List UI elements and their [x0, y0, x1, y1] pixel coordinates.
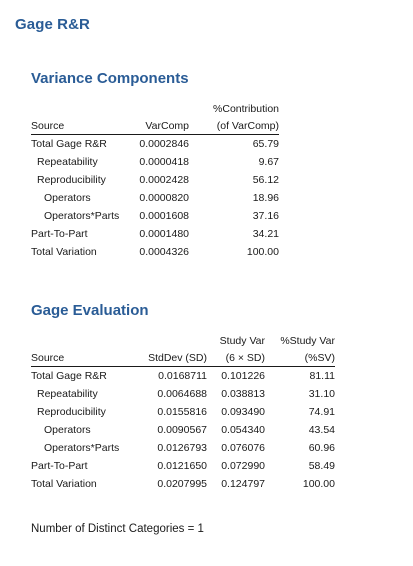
row-study-var: 0.054340: [221, 424, 265, 436]
row-source: Total Gage R&R: [31, 370, 107, 382]
table-row: Part-To-Part 0.0001480 34.21: [31, 225, 279, 243]
table-row: Operators*Parts 0.0001608 37.16: [31, 207, 279, 225]
row-stddev: 0.0155816: [157, 406, 207, 418]
header-pct-study-var-top: %Study Var: [280, 335, 335, 347]
row-source: Reproducibility: [37, 174, 106, 186]
table-row: Total Gage R&R 0.0168711 0.101226 81.11: [31, 367, 335, 386]
row-pct-study-var: 43.54: [308, 424, 335, 436]
row-pct-study-var: 58.49: [308, 460, 335, 472]
header-study-var-top: Study Var: [219, 335, 265, 347]
row-contribution: 56.12: [252, 174, 279, 186]
row-source: Total Gage R&R: [31, 138, 107, 150]
row-contribution: 65.79: [252, 138, 279, 150]
distinct-categories-note: Number of Distinct Categories = 1: [31, 523, 204, 535]
variance-components-table: %Contribution Source VarComp (of VarComp…: [31, 100, 279, 261]
row-source: Reproducibility: [37, 406, 106, 418]
row-varcomp: 0.0000820: [139, 192, 189, 204]
row-stddev: 0.0168711: [158, 370, 207, 382]
row-varcomp: 0.0001608: [139, 210, 189, 222]
row-pct-study-var: 81.11: [309, 370, 336, 382]
row-pct-study-var: 60.96: [308, 442, 335, 454]
row-varcomp: 0.0001480: [139, 228, 189, 240]
row-study-var: 0.093490: [221, 406, 265, 418]
row-pct-study-var: 100.00: [302, 478, 335, 490]
row-source: Operators*Parts: [44, 210, 120, 222]
row-pct-study-var: 31.10: [308, 388, 335, 400]
header-stddev: StdDev (SD): [131, 350, 207, 367]
row-stddev: 0.0121650: [157, 460, 207, 472]
row-study-var: 0.072990: [221, 460, 265, 472]
row-source: Repeatability: [37, 388, 98, 400]
table-row: Repeatability 0.0000418 9.67: [31, 153, 279, 171]
table-row: Reproducibility 0.0155816 0.093490 74.91: [31, 403, 335, 421]
table-row: Operators*Parts 0.0126793 0.076076 60.96: [31, 439, 335, 457]
table-row: Operators 0.0090567 0.054340 43.54: [31, 421, 335, 439]
table-row: Part-To-Part 0.0121650 0.072990 58.49: [31, 457, 335, 475]
row-study-var: 0.124797: [221, 478, 265, 490]
row-source: Repeatability: [37, 156, 98, 168]
table-row: Total Variation 0.0207995 0.124797 100.0…: [31, 475, 335, 493]
header-source: Source: [31, 118, 133, 135]
row-pct-study-var: 74.91: [308, 406, 335, 418]
row-stddev: 0.0064688: [157, 388, 207, 400]
row-contribution: 34.21: [252, 228, 279, 240]
row-source: Part-To-Part: [31, 460, 88, 472]
table-row: Operators 0.0000820 18.96: [31, 189, 279, 207]
header-source: Source: [31, 350, 131, 367]
header-contribution: (of VarComp): [189, 118, 279, 135]
page-title: Gage R&R: [15, 16, 90, 33]
row-contribution: 37.16: [252, 210, 279, 222]
header-contribution-top: %Contribution: [213, 103, 279, 115]
row-contribution: 100.00: [246, 246, 279, 258]
gage-evaluation-table: Study Var %Study Var Source StdDev (SD) …: [31, 332, 335, 493]
table-row: Total Gage R&R 0.0002846 65.79: [31, 135, 279, 154]
row-stddev: 0.0090567: [157, 424, 207, 436]
row-varcomp: 0.0000418: [139, 156, 189, 168]
variance-components-title: Variance Components: [31, 70, 189, 87]
row-study-var: 0.076076: [221, 442, 265, 454]
row-source: Operators*Parts: [44, 442, 120, 454]
gage-evaluation-title: Gage Evaluation: [31, 302, 149, 319]
row-contribution: 9.67: [258, 156, 279, 168]
row-study-var: 0.101226: [221, 370, 265, 382]
row-stddev: 0.0126793: [157, 442, 207, 454]
row-source: Operators: [44, 192, 91, 204]
row-varcomp: 0.0002428: [139, 174, 189, 186]
row-stddev: 0.0207995: [157, 478, 207, 490]
row-varcomp: 0.0004326: [139, 246, 189, 258]
table-row: Total Variation 0.0004326 100.00: [31, 243, 279, 261]
row-source: Total Variation: [31, 246, 97, 258]
row-source: Operators: [44, 424, 91, 436]
row-source: Part-To-Part: [31, 228, 88, 240]
header-pct-study-var: (%SV): [265, 350, 335, 367]
row-source: Total Variation: [31, 478, 97, 490]
row-contribution: 18.96: [252, 192, 279, 204]
header-study-var: (6 × SD): [207, 350, 265, 367]
table-row: Reproducibility 0.0002428 56.12: [31, 171, 279, 189]
row-study-var: 0.038813: [221, 388, 265, 400]
row-varcomp: 0.0002846: [139, 138, 189, 150]
table-row: Repeatability 0.0064688 0.038813 31.10: [31, 385, 335, 403]
header-varcomp: VarComp: [133, 118, 189, 135]
